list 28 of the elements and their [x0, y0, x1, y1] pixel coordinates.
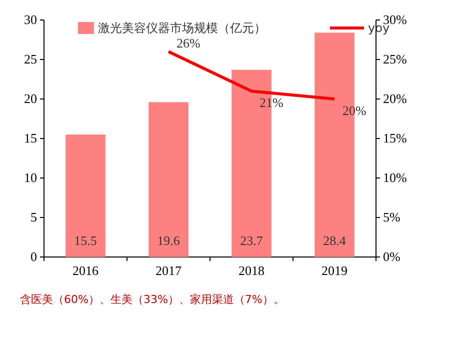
data-label: 19.6 — [157, 233, 180, 248]
data-label: 15.5 — [74, 233, 97, 248]
x-tick-label: 2019 — [322, 263, 348, 278]
data-label: 28.4 — [323, 233, 346, 248]
y2-tick-label: 0% — [383, 249, 400, 264]
y-tick-label: 25 — [24, 52, 37, 66]
data-label: 23.7 — [240, 233, 264, 248]
y2-tick-label: 10% — [383, 170, 407, 185]
y-tick-label: 15 — [24, 130, 37, 146]
y2-tick-label: 20% — [383, 91, 407, 106]
data-label: 21% — [260, 95, 284, 110]
y-tick-label: 5 — [30, 210, 37, 224]
y-tick-label: 0 — [30, 249, 37, 264]
y-tick-label: 30 — [24, 12, 37, 27]
data-label: 26% — [176, 36, 200, 51]
x-tick-label: 2017 — [156, 263, 182, 278]
text: 含医美（60%）、生美（33%）、家用渠道（7%）。 — [20, 293, 284, 306]
data-label: 20% — [342, 103, 366, 118]
y2-tick-label: 15% — [383, 130, 407, 146]
y-tick-label: 10 — [24, 170, 37, 185]
y2-tick-label: 5% — [383, 210, 400, 224]
y-tick-label: 20 — [24, 91, 37, 106]
legend-label: 激光美容仪器市场规模（亿元） — [98, 21, 266, 35]
x-tick-label: 2016 — [72, 263, 99, 278]
y2-tick-label: 25% — [383, 52, 407, 66]
x-tick-label: 2018 — [238, 263, 264, 278]
bar — [148, 102, 188, 257]
bar — [66, 134, 106, 257]
